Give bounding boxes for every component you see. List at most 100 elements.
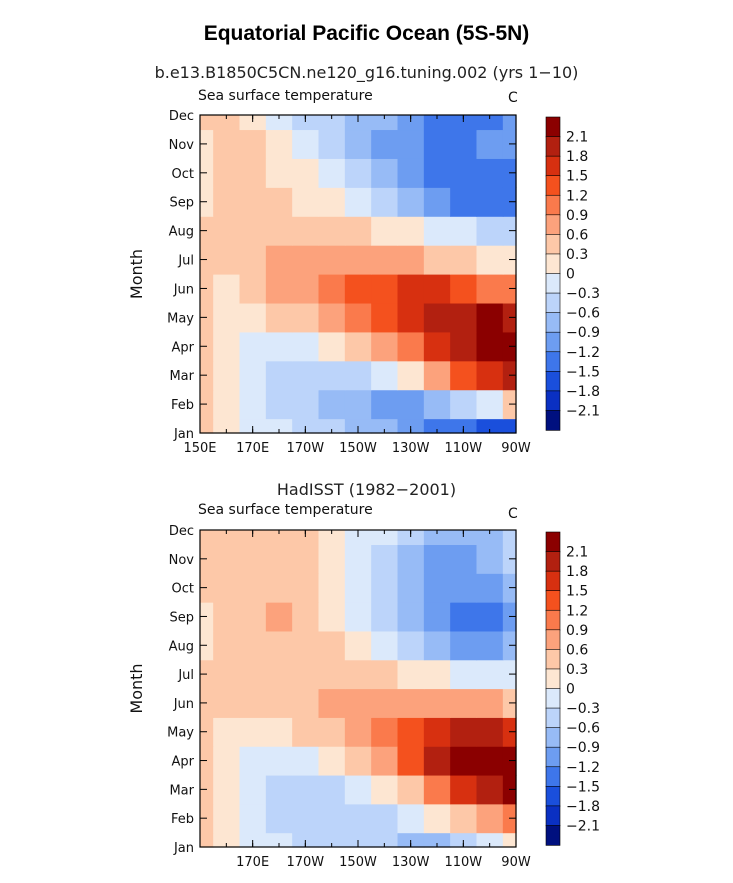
cell (423, 216, 451, 246)
cell (476, 245, 504, 275)
cell (344, 158, 372, 188)
colorbar-label: −0.9 (566, 740, 600, 756)
cell (450, 129, 478, 159)
y-tick-label: Jan (173, 427, 194, 442)
y-tick-label: Apr (172, 755, 195, 770)
cell (344, 274, 372, 304)
cell (476, 659, 504, 690)
cell (265, 803, 293, 834)
colorbar-label: 0 (566, 267, 575, 283)
cell (265, 746, 293, 776)
cell (397, 331, 425, 362)
y-axis-label: Month (127, 249, 146, 299)
cell (239, 630, 267, 661)
cell (397, 216, 425, 246)
cell (371, 774, 399, 805)
cell (397, 274, 425, 304)
colorbar-swatch (545, 668, 561, 690)
cell (397, 630, 425, 661)
y-tick-label: Apr (172, 340, 195, 355)
cell (476, 389, 504, 420)
cell (450, 544, 478, 574)
cell (423, 360, 451, 391)
cell (371, 302, 399, 333)
figure-title: Equatorial Pacific Ocean (5S-5N) (203, 22, 530, 45)
cell (292, 530, 320, 546)
cell (423, 530, 451, 546)
y-tick-label: Feb (171, 398, 194, 413)
colorbar-swatch (545, 234, 561, 255)
cell (239, 216, 267, 246)
x-tick-label: 150W (339, 441, 377, 456)
cell (450, 659, 478, 690)
colorbar-label: 1.5 (566, 169, 588, 185)
cell (344, 216, 372, 246)
cell (371, 216, 399, 246)
colorbar-label: 1.8 (566, 149, 588, 165)
cell (371, 573, 399, 603)
cell (239, 360, 267, 391)
cell (344, 630, 372, 661)
colorbar-swatch (545, 531, 561, 553)
colorbar-swatch (545, 371, 561, 392)
y-tick-label: Oct (172, 582, 194, 597)
cell (397, 746, 425, 776)
cell (239, 774, 267, 805)
cell (344, 115, 372, 131)
cell (318, 115, 346, 131)
colorbar-label: 1.5 (566, 584, 588, 600)
cell (239, 746, 267, 776)
cell (292, 360, 320, 391)
cell (239, 274, 267, 304)
cell (450, 530, 478, 546)
cell (239, 530, 267, 546)
cell (344, 302, 372, 333)
colorbar-swatch (545, 707, 561, 729)
colorbar-swatch (545, 805, 561, 827)
cell (344, 774, 372, 805)
colorbar-swatch (545, 351, 561, 373)
cell (423, 803, 451, 834)
cell (397, 389, 425, 420)
cell (213, 688, 241, 718)
cell (292, 158, 320, 188)
cell (292, 803, 320, 834)
colorbar-label: −2.1 (566, 818, 600, 834)
colorbar-swatch (545, 727, 561, 748)
colorbar-swatch (545, 390, 561, 412)
cell (371, 659, 399, 690)
colorbar-swatch (545, 766, 561, 788)
cell (292, 602, 320, 632)
cell (423, 832, 451, 848)
y-tick-label: Dec (169, 524, 194, 539)
y-axis-label: Month (127, 663, 146, 713)
x-tick-label: 90W (501, 441, 531, 456)
cell (476, 216, 504, 246)
cell (239, 803, 267, 834)
cell (239, 331, 267, 362)
cell (292, 216, 320, 246)
cell (450, 630, 478, 661)
colorbar-swatch (545, 312, 561, 333)
cell (450, 274, 478, 304)
cell (450, 389, 478, 420)
cell (397, 187, 425, 217)
cell (397, 530, 425, 546)
y-tick-label: May (167, 726, 194, 741)
x-tick-label: 150E (183, 441, 216, 456)
cell (371, 360, 399, 391)
cell (265, 832, 293, 848)
colorbar-swatch (545, 590, 561, 611)
cell (397, 245, 425, 275)
cell (318, 389, 346, 420)
colorbar-swatch (545, 214, 561, 236)
y-tick-label: Aug (169, 639, 194, 654)
cell (318, 530, 346, 546)
cell (318, 832, 346, 848)
cell (344, 659, 372, 690)
cell (265, 331, 293, 362)
cell (476, 774, 504, 805)
cell (423, 573, 451, 603)
cell (265, 274, 293, 304)
